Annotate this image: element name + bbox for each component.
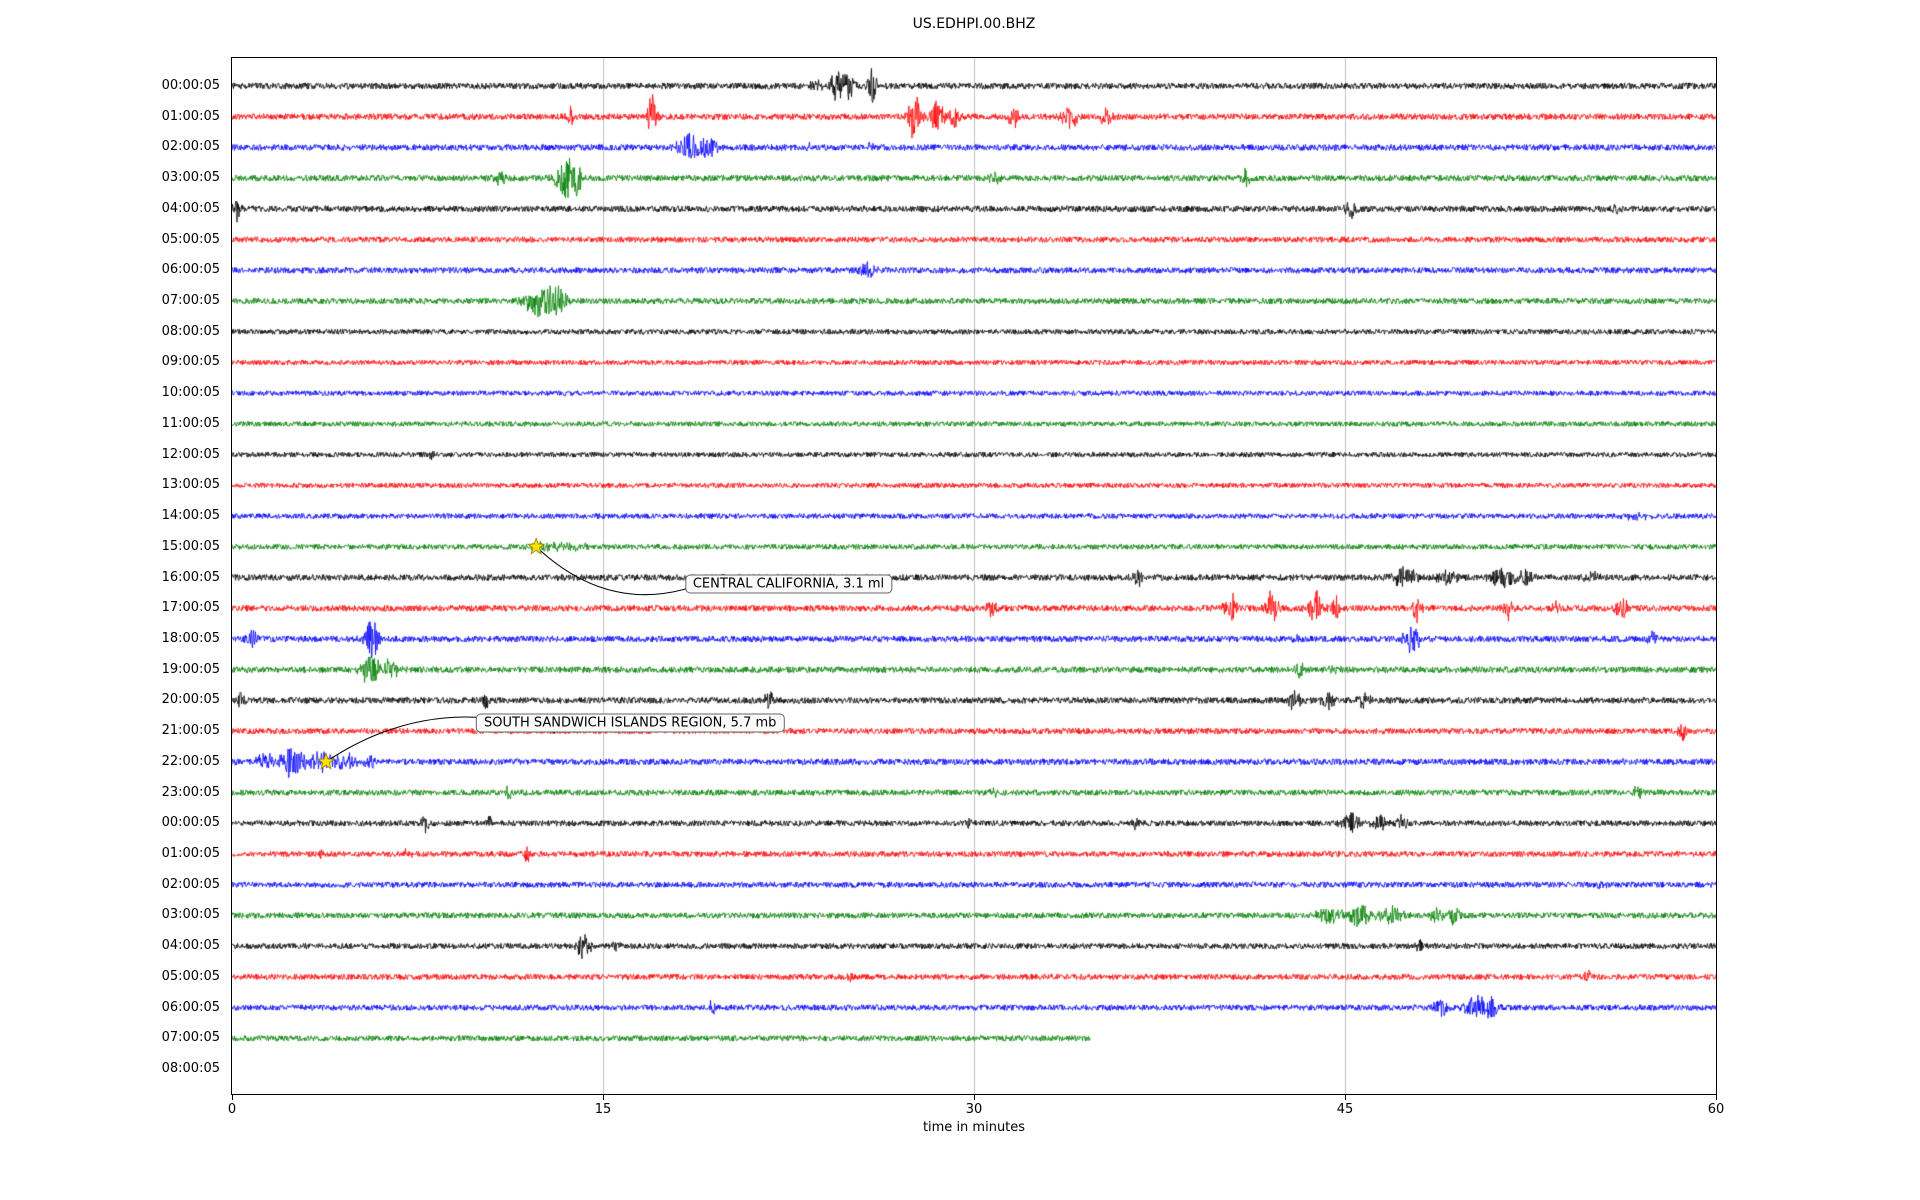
row-label: 16:00:05 [161,569,220,585]
row-label: 10:00:05 [161,385,220,401]
x-tick-label: 30 [965,1102,983,1117]
event-label: CENTRAL CALIFORNIA, 3.1 ml [684,574,893,594]
plot-area [231,57,1717,1095]
row-label: 21:00:05 [161,723,220,739]
row-label: 07:00:05 [161,1030,220,1046]
y-axis-row-labels: 00:00:05 01:00:05 02:00:05 03:00:05 04:00:05… [0,0,226,1200]
row-label: 12:00:05 [161,446,220,462]
row-label: 19:00:05 [161,661,220,677]
x-tick-label: 15 [594,1102,612,1117]
row-label: 17:00:05 [161,600,220,616]
row-label: 00:00:05 [161,78,220,93]
row-label: 03:00:05 [161,907,220,923]
x-tick-mark [973,1095,975,1100]
row-label: 08:00:05 [161,323,220,339]
x-tick-label: 60 [1707,1102,1725,1117]
row-label: 08:00:05 [161,1061,220,1077]
x-tick-label: 45 [1336,1102,1354,1117]
row-label: 05:00:05 [161,968,220,984]
row-label: 00:00:05 [161,815,220,831]
row-label: 09:00:05 [161,354,220,370]
row-label: 04:00:05 [161,200,220,216]
x-tick-mark [1715,1095,1717,1100]
row-label: 18:00:05 [161,630,220,646]
x-axis-title: time in minutes [922,1120,1026,1135]
row-label: 22:00:05 [161,753,220,769]
row-label: 03:00:05 [161,170,220,186]
row-label: 02:00:05 [161,876,220,892]
row-label: 23:00:05 [161,784,220,800]
x-tick-mark [231,1095,233,1100]
row-label: 05:00:05 [161,231,220,247]
event-label: SOUTH SANDWICH ISLANDS REGION, 5.7 mb [476,713,785,733]
x-tick-mark [1344,1095,1346,1100]
row-label: 06:00:05 [161,999,220,1015]
x-tick-mark [602,1095,604,1100]
row-label: 04:00:05 [161,938,220,954]
seismogram-traces-canvas [232,58,1716,1094]
row-label: 02:00:05 [161,139,220,155]
row-label: 20:00:05 [161,692,220,708]
chart-title: US.EDHPI.00.BHZ [912,16,1036,32]
row-label: 01:00:05 [161,846,220,861]
row-label: 13:00:05 [161,477,220,493]
x-tick-label: 0 [227,1102,237,1117]
row-label: 07:00:05 [161,293,220,309]
row-label: 11:00:05 [161,415,220,431]
row-label: 15:00:05 [161,538,220,554]
row-label: 01:00:05 [161,108,220,124]
row-label: 06:00:05 [161,262,220,278]
row-label: 14:00:05 [161,508,220,524]
